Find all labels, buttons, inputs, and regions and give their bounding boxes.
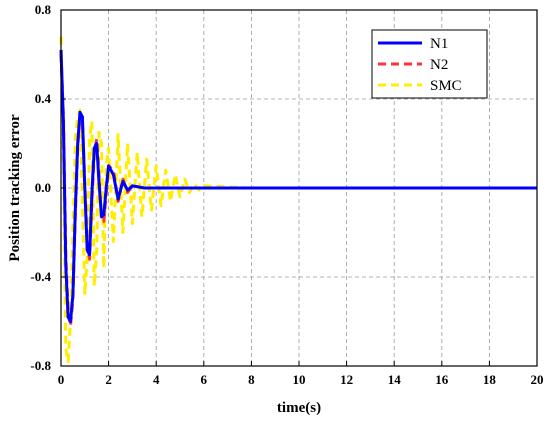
series-line-n1 (59, 50, 537, 323)
ticks: 0 2 4 6 8 10 12 14 16 18 20 -0.8 -0.4 0.0 0.4 0.8 (30, 2, 543, 387)
y-tick-label: 0.8 (35, 2, 52, 17)
x-tick-label: 0 (58, 372, 65, 387)
x-tick-label: 10 (293, 372, 306, 387)
x-tick-label: 6 (201, 372, 208, 387)
x-tick-label: 2 (105, 372, 112, 387)
y-tick-label: -0.4 (30, 269, 51, 284)
y-tick-label: -0.8 (30, 358, 51, 373)
y-tick-label: 0.4 (35, 91, 52, 106)
y-axis-label: Position tracking error (7, 114, 23, 262)
y-tick-label: 0.0 (35, 180, 51, 195)
x-tick-label: 20 (531, 372, 544, 387)
legend-label-smc: SMC (430, 78, 462, 94)
series-layer (59, 36, 537, 364)
x-axis-label: time(s) (277, 400, 321, 416)
legend: N1 N2 SMC (371, 29, 488, 99)
legend-label-n2: N2 (430, 57, 448, 73)
x-tick-label: 8 (248, 372, 255, 387)
x-tick-label: 12 (340, 372, 353, 387)
legend-label-n1: N1 (430, 36, 448, 52)
x-tick-label: 4 (153, 372, 160, 387)
x-tick-label: 16 (435, 372, 449, 387)
x-tick-label: 18 (483, 372, 497, 387)
x-tick-label: 14 (388, 372, 402, 387)
